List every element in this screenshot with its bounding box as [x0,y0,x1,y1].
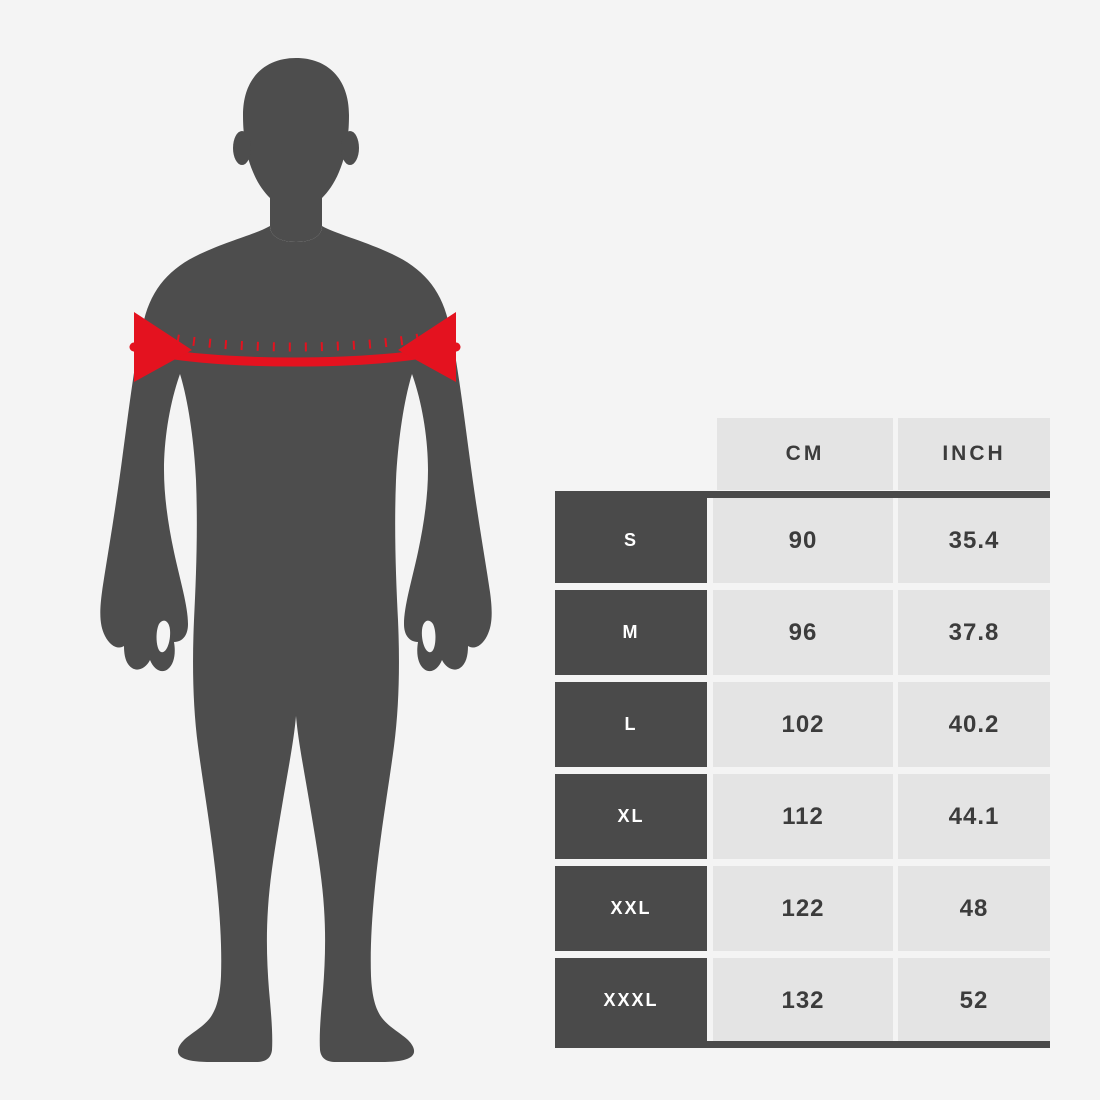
row-inch-value: 52 [898,958,1050,1043]
hand-left-notch [156,620,171,653]
row-inch-value: 44.1 [898,774,1050,859]
row-size-label: S [555,498,707,583]
body-figure-panel [60,40,530,1070]
table-header-row: CM INCH [553,415,1050,493]
row-size-label: XXXL [555,958,707,1043]
table-header-inch: INCH [898,418,1050,490]
table-row[interactable]: S 90 35.4 [553,498,1050,583]
ear-right-shape [341,131,359,165]
row-size-label: XXL [555,866,707,951]
chest-measurement-arrow [129,312,461,382]
row-cm-value: 132 [713,958,893,1043]
table-row[interactable]: L 102 40.2 [553,682,1050,767]
head-shape [243,58,349,242]
row-cm-value: 112 [713,774,893,859]
row-size-label: XL [555,774,707,859]
row-size-label: L [555,682,707,767]
row-cm-value: 122 [713,866,893,951]
row-cm-value: 96 [713,590,893,675]
arrow-head-left [134,312,192,382]
row-inch-value: 48 [898,866,1050,951]
male-body-silhouette [100,58,492,1062]
table-row[interactable]: M 96 37.8 [553,590,1050,675]
arrow-head-right [398,312,456,382]
size-chart-table: CM INCH S 90 35.4 M 96 37.8 L 102 [553,415,1050,1055]
table-bottom-rule [555,1041,1050,1048]
row-inch-value: 35.4 [898,498,1050,583]
torso-and-limbs-shape [100,226,492,1062]
row-inch-value: 37.8 [898,590,1050,675]
hand-right-notch [421,620,436,653]
table-body: S 90 35.4 M 96 37.8 L 102 40.2 XL 112 [553,498,1050,1043]
row-cm-value: 90 [713,498,893,583]
ear-left-shape [233,131,251,165]
table-top-rule [555,491,1050,498]
table-header-size-spacer [553,418,713,490]
table-row[interactable]: XL 112 44.1 [553,774,1050,859]
row-cm-value: 102 [713,682,893,767]
table-row[interactable]: XXL 122 48 [553,866,1050,951]
row-size-label: M [555,590,707,675]
table-row[interactable]: XXXL 132 52 [553,958,1050,1043]
row-inch-value: 40.2 [898,682,1050,767]
table-header-cm: CM [717,418,893,490]
